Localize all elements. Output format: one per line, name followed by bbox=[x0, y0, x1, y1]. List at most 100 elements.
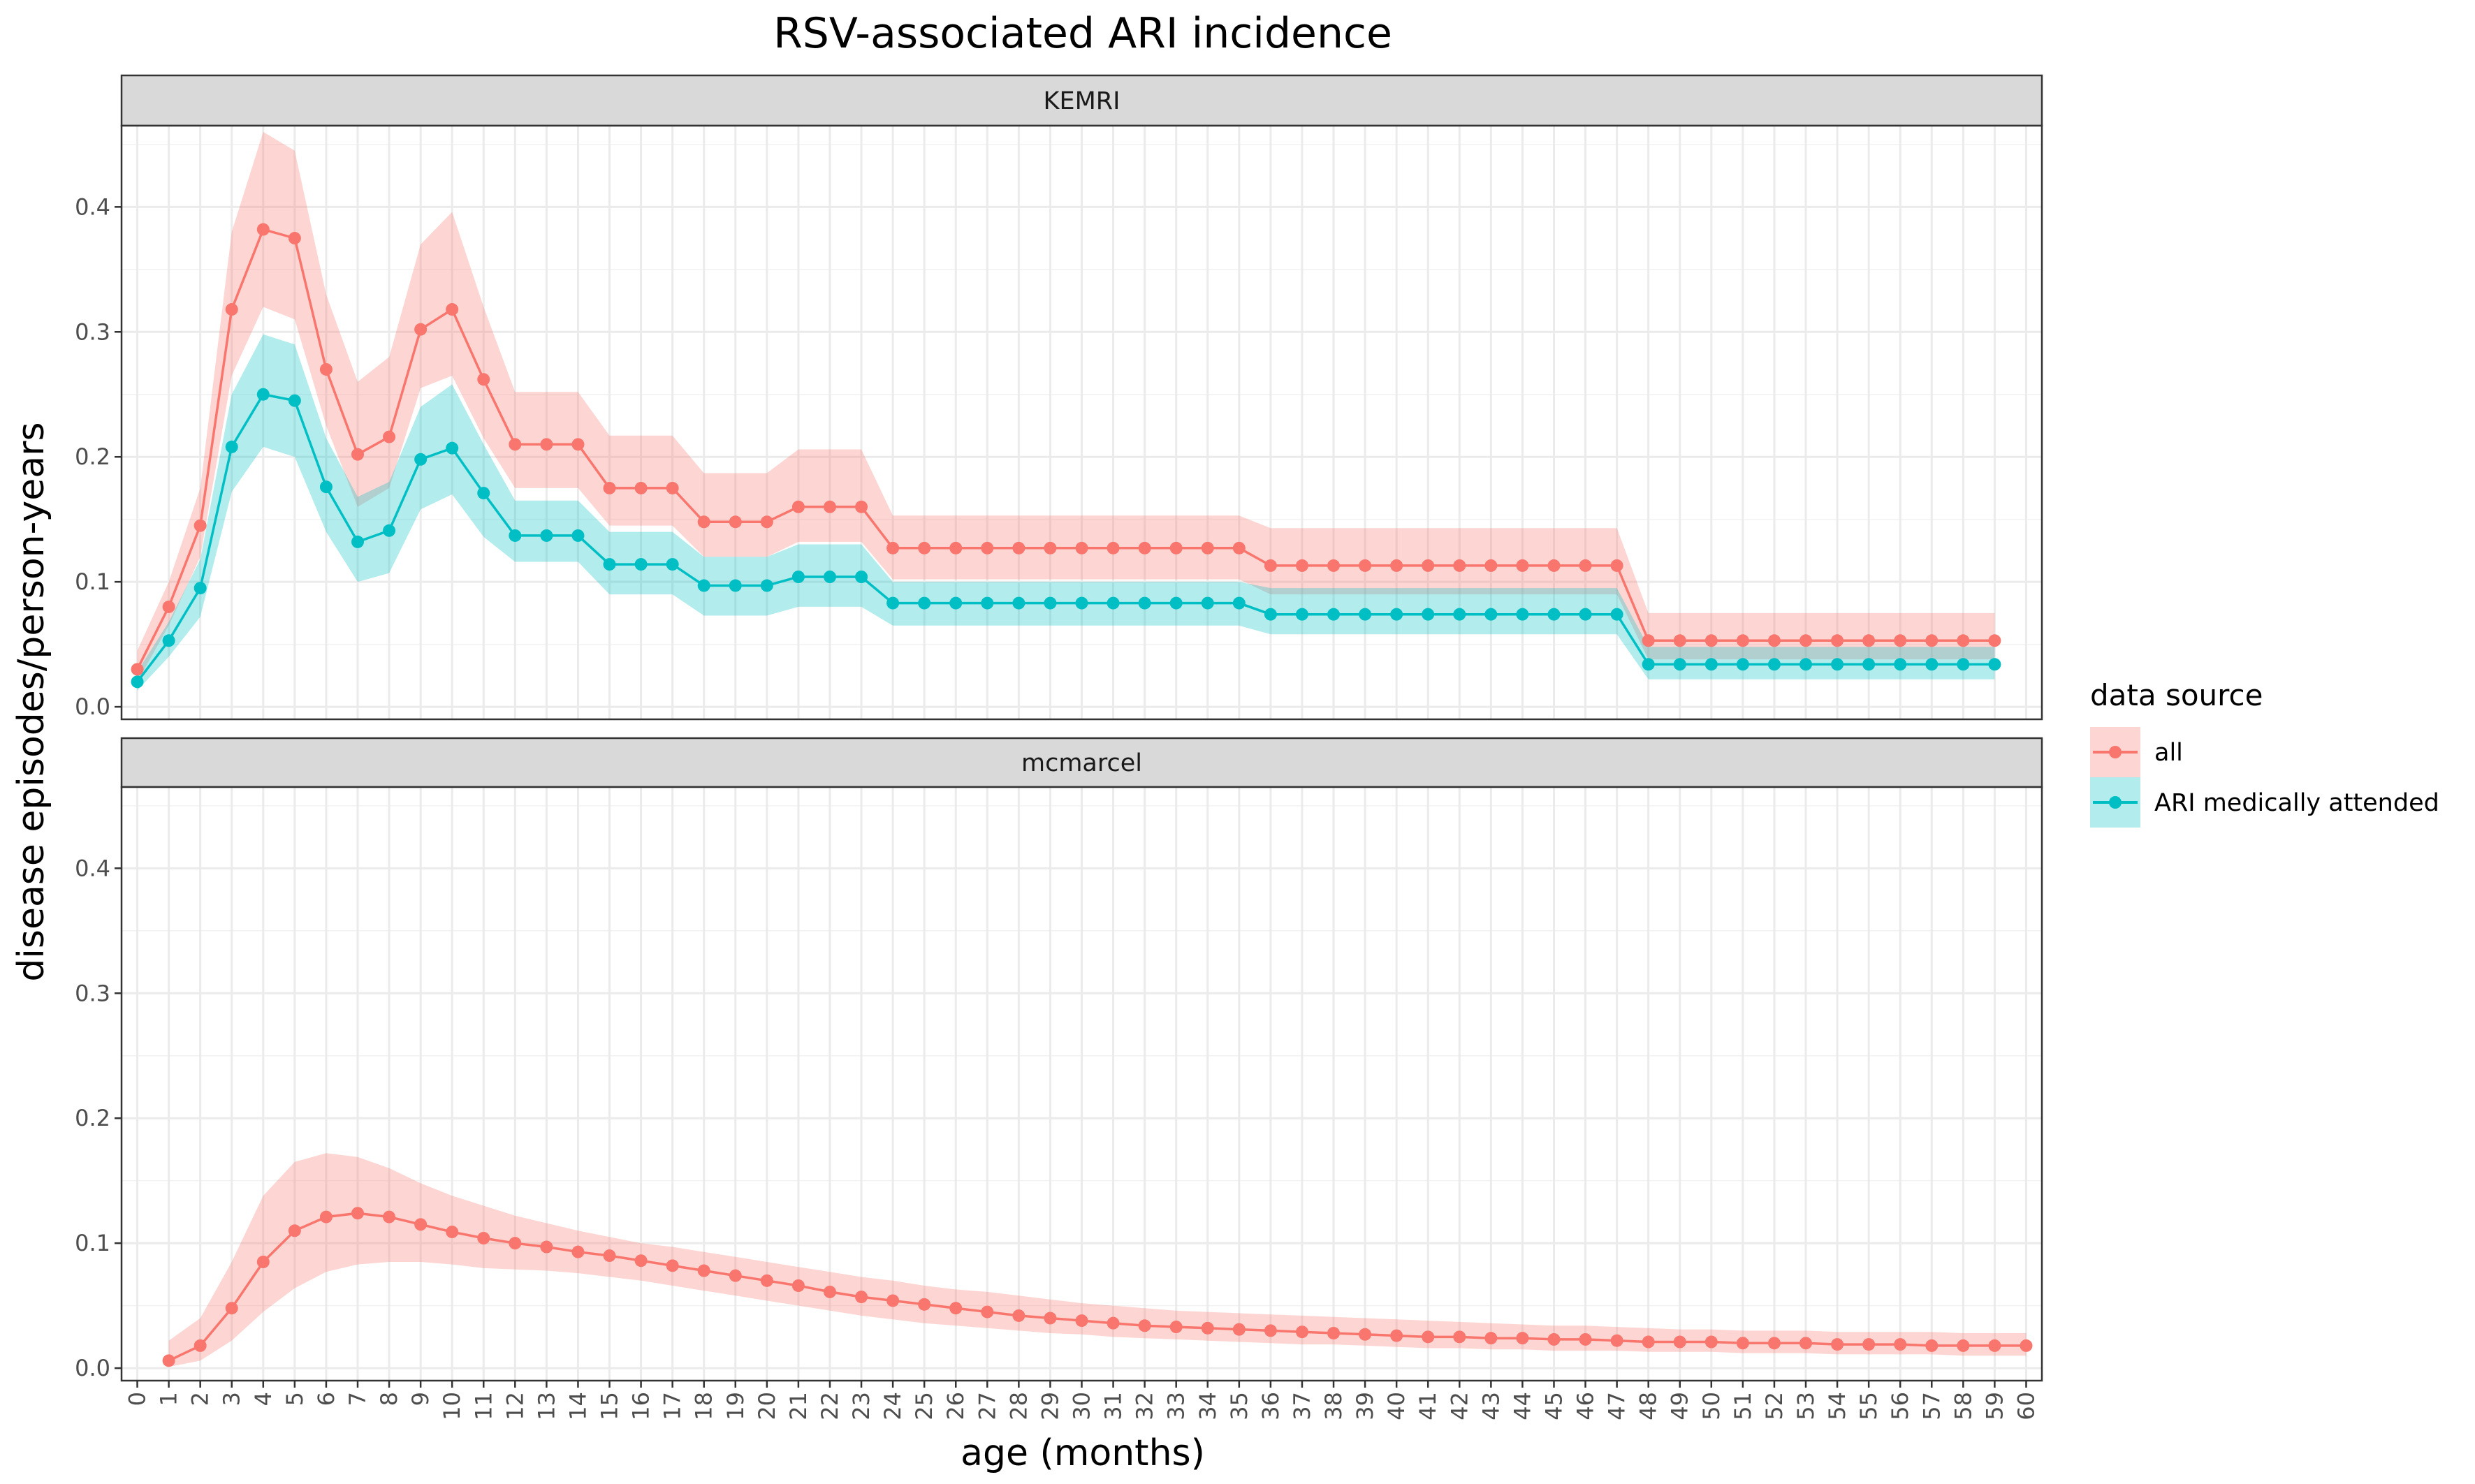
confidence-band-ari-medically-attended bbox=[137, 334, 1995, 691]
data-point-all bbox=[603, 481, 616, 494]
data-point-all bbox=[1831, 1338, 1844, 1351]
data-point-all bbox=[319, 362, 333, 376]
data-point-ari-medically-attended bbox=[1736, 658, 1749, 671]
data-point-ari-medically-attended bbox=[603, 558, 616, 571]
x-tick-label: 36 bbox=[1257, 1392, 1284, 1420]
legend: data source all ARI medically attended bbox=[2090, 678, 2439, 828]
data-point-all bbox=[256, 223, 270, 236]
x-tick-label: 56 bbox=[1887, 1392, 1913, 1420]
legend-label-all: all bbox=[2154, 739, 2183, 767]
data-point-ari-medically-attended bbox=[351, 535, 364, 548]
data-point-ari-medically-attended bbox=[666, 558, 679, 571]
data-point-ari-medically-attended bbox=[981, 596, 994, 610]
data-point-all bbox=[1894, 1338, 1907, 1351]
data-point-all bbox=[1201, 1321, 1214, 1335]
facet-strip-label: KEMRI bbox=[1044, 87, 1120, 115]
data-point-ari-medically-attended bbox=[1642, 658, 1655, 671]
data-point-ari-medically-attended bbox=[1012, 596, 1025, 610]
y-tick-label: 0.2 bbox=[75, 1105, 110, 1131]
x-tick-label: 23 bbox=[848, 1392, 875, 1420]
data-point-all bbox=[225, 303, 238, 316]
data-point-all bbox=[1642, 634, 1655, 647]
data-point-ari-medically-attended bbox=[131, 675, 144, 689]
data-point-ari-medically-attended bbox=[697, 579, 710, 592]
data-point-all bbox=[729, 515, 742, 529]
data-point-all bbox=[1453, 1330, 1466, 1344]
data-point-all bbox=[1295, 1325, 1308, 1339]
data-point-all bbox=[760, 515, 773, 529]
y-tick-label: 0.2 bbox=[75, 443, 110, 470]
data-point-ari-medically-attended bbox=[571, 529, 585, 542]
x-tick-label: 44 bbox=[1509, 1392, 1535, 1420]
data-point-ari-medically-attended bbox=[1894, 658, 1907, 671]
data-point-all bbox=[571, 1245, 585, 1258]
data-point-all bbox=[1610, 1334, 1623, 1347]
data-point-ari-medically-attended bbox=[760, 579, 773, 592]
data-point-all bbox=[1925, 634, 1939, 647]
x-tick-label: 54 bbox=[1824, 1392, 1850, 1420]
data-point-all bbox=[1673, 634, 1686, 647]
data-point-all bbox=[1075, 541, 1088, 554]
data-point-all bbox=[319, 1210, 333, 1224]
x-tick-label: 25 bbox=[911, 1392, 937, 1420]
x-tick-label: 57 bbox=[1918, 1392, 1945, 1420]
data-point-all bbox=[1547, 1332, 1561, 1346]
legend-key-ari-point bbox=[2109, 796, 2122, 809]
data-point-all bbox=[729, 1269, 742, 1282]
data-point-all bbox=[1736, 1337, 1749, 1350]
x-tick-label: 50 bbox=[1698, 1392, 1725, 1420]
facet-strip bbox=[120, 74, 2043, 127]
data-point-all bbox=[1012, 1309, 1025, 1322]
data-point-ari-medically-attended bbox=[1925, 658, 1939, 671]
data-point-all bbox=[288, 232, 301, 245]
data-point-all bbox=[791, 1279, 805, 1292]
x-tick-label: 0 bbox=[124, 1392, 151, 1406]
data-point-all bbox=[949, 541, 963, 554]
x-tick-label: 59 bbox=[1981, 1392, 2008, 1420]
x-tick-label: 58 bbox=[1950, 1392, 1976, 1420]
x-tick-label: 5 bbox=[282, 1392, 308, 1406]
data-point-all bbox=[1925, 1339, 1939, 1352]
y-tick-label: 0.3 bbox=[75, 318, 110, 345]
data-point-all bbox=[981, 541, 994, 554]
data-point-all bbox=[1957, 634, 1970, 647]
data-point-all bbox=[540, 1240, 553, 1254]
x-tick-label: 28 bbox=[1005, 1392, 1032, 1420]
x-tick-label: 31 bbox=[1100, 1392, 1127, 1420]
data-point-all bbox=[666, 1259, 679, 1272]
data-point-ari-medically-attended bbox=[1264, 608, 1277, 621]
data-point-ari-medically-attended bbox=[1799, 658, 1813, 671]
data-point-all bbox=[1295, 559, 1308, 572]
data-point-all bbox=[1169, 1321, 1183, 1334]
data-point-ari-medically-attended bbox=[256, 388, 270, 401]
data-point-all bbox=[351, 448, 364, 461]
data-point-ari-medically-attended bbox=[288, 394, 301, 407]
data-point-ari-medically-attended bbox=[162, 634, 175, 647]
data-point-all bbox=[1201, 541, 1214, 554]
data-point-all bbox=[1704, 1335, 1718, 1349]
data-point-all bbox=[1075, 1314, 1088, 1328]
x-tick-label: 22 bbox=[817, 1392, 843, 1420]
data-point-ari-medically-attended bbox=[1988, 658, 2001, 671]
x-tick-label: 10 bbox=[439, 1392, 465, 1420]
data-point-all bbox=[446, 1226, 459, 1239]
data-point-all bbox=[918, 541, 931, 554]
data-point-all bbox=[949, 1302, 963, 1315]
facet-strip-label: mcmarcel bbox=[1021, 749, 1142, 777]
data-point-ari-medically-attended bbox=[634, 558, 648, 571]
x-tick-label: 17 bbox=[659, 1392, 686, 1420]
data-point-all bbox=[1359, 1328, 1372, 1341]
x-tick-label: 46 bbox=[1572, 1392, 1599, 1420]
x-tick-label: 34 bbox=[1195, 1392, 1221, 1420]
x-tick-label: 4 bbox=[250, 1392, 277, 1406]
data-point-all bbox=[1484, 1332, 1498, 1345]
x-tick-label: 11 bbox=[470, 1392, 497, 1420]
data-point-all bbox=[1484, 559, 1498, 572]
x-tick-label: 6 bbox=[313, 1392, 340, 1406]
data-point-all bbox=[1327, 1327, 1341, 1339]
data-point-all bbox=[1107, 541, 1120, 554]
data-point-all bbox=[886, 1294, 900, 1307]
data-point-all bbox=[791, 500, 805, 513]
data-point-all bbox=[760, 1274, 773, 1287]
